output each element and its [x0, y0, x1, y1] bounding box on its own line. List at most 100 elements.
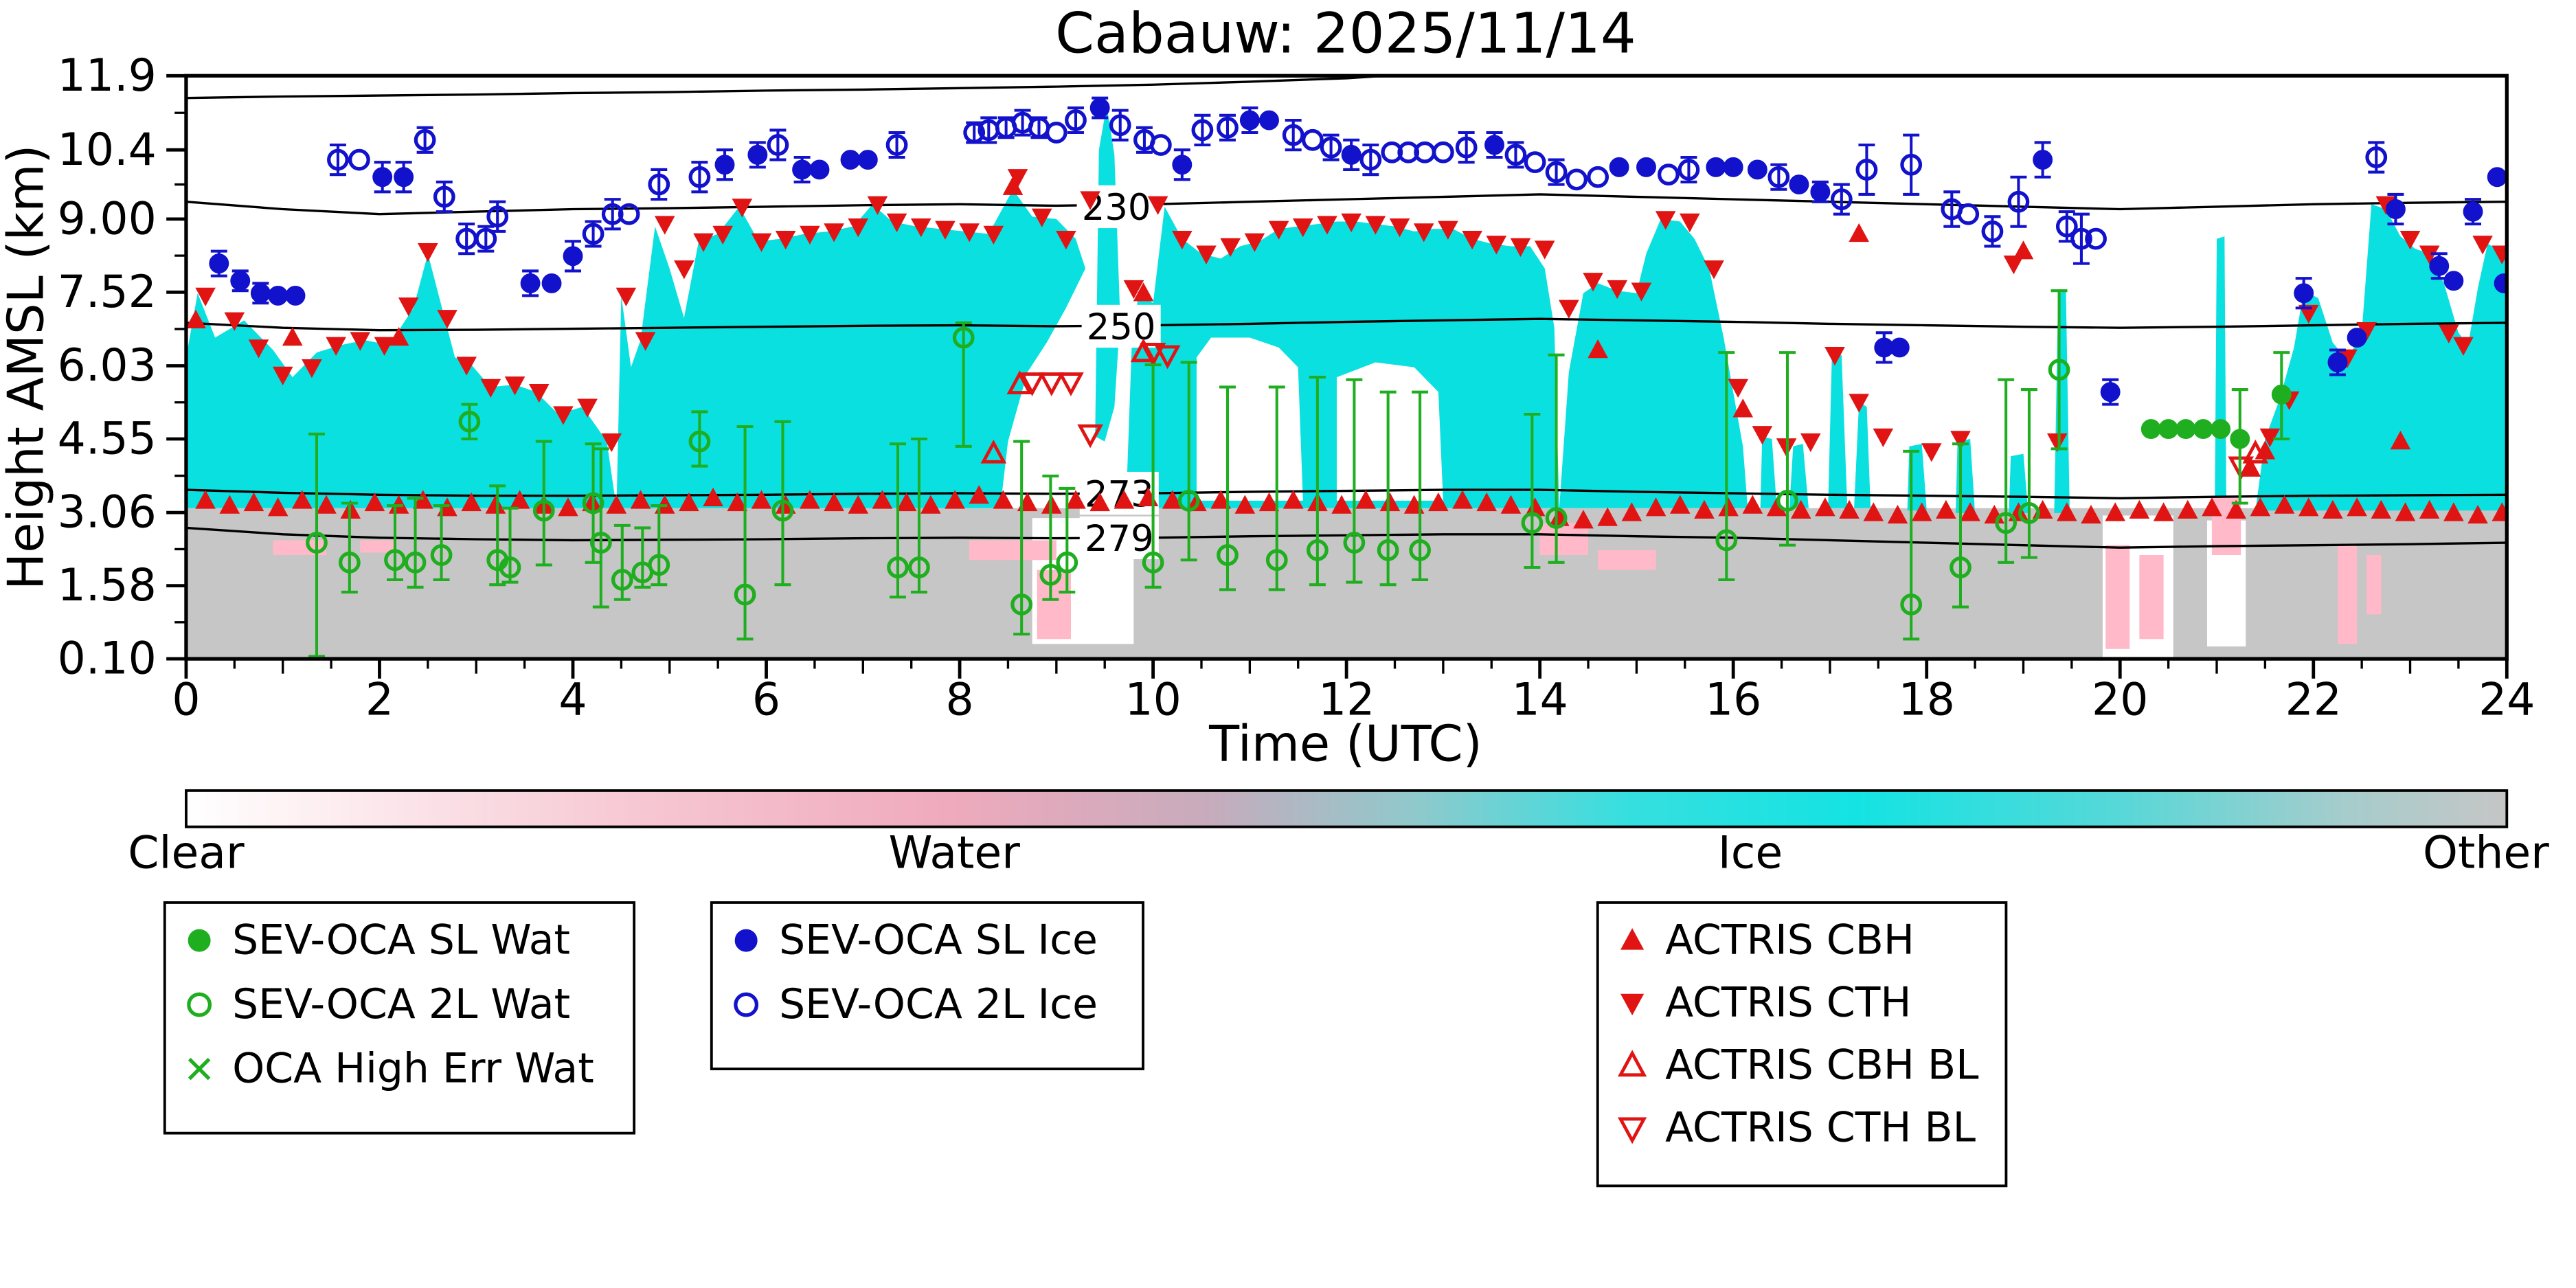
- region-water: [1539, 523, 1589, 556]
- sev-oca-sl-wat-point: [2140, 419, 2161, 440]
- colorbar-label-other: Other: [2423, 828, 2549, 879]
- sev-oca-2l-wat-point: [2048, 359, 2070, 381]
- actris-cbh-point: [195, 490, 216, 509]
- actris-cth-point: [1196, 245, 1217, 264]
- x-tick-label: 4: [558, 675, 587, 726]
- actris-cth-point: [800, 225, 820, 245]
- sev-oca-sl-ice-point: [1723, 157, 1743, 177]
- sev-oca-2l-wat-point: [688, 430, 711, 453]
- region-ice: [2054, 291, 2070, 513]
- series-sev-oca-2l-ice: [327, 106, 2388, 265]
- sev-oca-2l-ice-point: [2070, 227, 2092, 250]
- actris-cbh-point: [1597, 507, 1618, 526]
- sev-oca-sl-ice-point: [394, 167, 414, 188]
- actris-cbh-point: [1114, 490, 1135, 509]
- actris-cbh-point: [2226, 499, 2246, 519]
- actris-cbh-point: [2081, 504, 2101, 524]
- sev-oca-sl-ice-point: [209, 253, 229, 274]
- axis-ticks: 0 2 4 6 8 10 12 14 16 18 20 22 2411.910.49.007.526.0…: [58, 50, 2535, 726]
- actris-cbh-point: [896, 492, 917, 512]
- actris-cth-point: [1655, 211, 1676, 230]
- actris-cth-point: [2492, 245, 2507, 264]
- actris-cbh-point: [1887, 504, 1908, 524]
- legend-item-2l-wat: SEV-OCA 2L Wat: [232, 980, 570, 1028]
- sev-oca-sl-ice-point: [520, 273, 541, 293]
- actris-cth-point: [272, 366, 293, 386]
- legend-ice-products: SEV-OCA SL Ice SEV-OCA 2L Ice: [710, 901, 1144, 1071]
- sev-oca-2l-ice-point: [963, 122, 986, 144]
- actris-cth-point: [2453, 337, 2474, 356]
- actris-cbh-point: [1815, 497, 1835, 517]
- actris-cth-point: [398, 297, 419, 317]
- actris-cth-point: [2472, 236, 2493, 255]
- sev-oca-2l-ice-point: [1432, 141, 1454, 163]
- sev-oca-sl-wat-point: [2158, 419, 2179, 440]
- actris-cth-point: [693, 233, 714, 252]
- contour-label-279: 279: [1085, 518, 1154, 560]
- contour-line-273: [185, 488, 2507, 499]
- actris-cbh-point: [1766, 497, 1787, 517]
- sev-oca-2l-ice-point: [1359, 148, 1382, 171]
- actris-cth-point: [480, 379, 501, 398]
- sev-oca-2l-ice-point: [2007, 190, 2030, 213]
- actris-cth-point: [1704, 260, 1724, 280]
- actris-cbh-point: [1645, 497, 1667, 517]
- sev-oca-2l-ice-point: [1957, 203, 1980, 225]
- sev-oca-2l-wat-point: [734, 583, 756, 606]
- x-tick-label: 2: [365, 675, 394, 726]
- actris-cth-point: [1849, 394, 1869, 413]
- actris-cbh-point: [219, 495, 240, 514]
- sev-oca-sl-ice-point: [541, 273, 562, 293]
- sev-oca-2l-ice-point: [1657, 163, 1680, 186]
- actris-cbh-point: [2390, 430, 2411, 450]
- actris-cth-point: [1317, 216, 1337, 235]
- actris-cbh-point: [703, 487, 723, 506]
- actris-cbh-point: [848, 495, 869, 514]
- actris-cbh-point: [1210, 490, 1231, 509]
- actris-cbh-point: [1428, 492, 1449, 512]
- actris-cth-point: [824, 223, 844, 242]
- sev-oca-2l-wat-point: [1343, 532, 1366, 554]
- sev-oca-sl-ice-point: [1484, 135, 1504, 155]
- actris-cth-point: [1147, 196, 1168, 215]
- region-water: [1598, 550, 1656, 570]
- region-ice: [1559, 218, 1748, 508]
- region-ice: [1854, 402, 1871, 508]
- actris-cth-point: [635, 332, 656, 351]
- sev-oca-2l-ice-point: [1524, 151, 1546, 174]
- actris-cbh-point: [316, 495, 337, 514]
- sev-oca-sl-ice-point: [2033, 150, 2053, 170]
- contour-label-bg: [1081, 304, 1161, 348]
- sev-oca-2l-ice-point: [767, 134, 789, 156]
- x-tick-label: 10: [1125, 675, 1181, 726]
- actris-cth-point: [1559, 300, 1579, 319]
- actris-cth-point: [248, 339, 269, 359]
- actris-cbh-point: [630, 490, 651, 509]
- actris-cbh-point: [2274, 495, 2295, 514]
- region-ice: [1828, 354, 1848, 508]
- legend-actris-products: ACTRIS CBH ACTRIS CTH ACTRIS CBH BL ACTR…: [1596, 901, 2008, 1188]
- actris-cbh-point: [679, 492, 699, 512]
- y-axis-label: Height AMSL (km): [0, 145, 54, 590]
- sev-oca-2l-ice-point: [2365, 146, 2388, 168]
- actris-cth-point: [418, 242, 438, 262]
- sev-oca-sl-ice-point: [2385, 199, 2406, 219]
- plot-border: [184, 74, 2509, 661]
- actris-cbh-marker-icon: [1620, 928, 1645, 950]
- actris-cbh-point: [2057, 502, 2077, 521]
- actris-cth-point: [1389, 218, 1410, 238]
- sev-oca-2l-wat-point: [499, 556, 521, 578]
- actris-cth-point: [1607, 280, 1628, 300]
- actris-cth-point: [654, 216, 675, 235]
- actris-cth-point: [2356, 322, 2377, 341]
- actris-cbh-point: [1379, 492, 1401, 512]
- colorbar-label-clear: Clear: [128, 828, 245, 879]
- sev-oca-sl-wat-point: [2176, 419, 2196, 440]
- sev-oca-sl-ice-point: [840, 150, 861, 170]
- sev-oca-2l-wat-point: [1900, 594, 1923, 615]
- sev-oca-sl-wat-point: [2230, 429, 2250, 449]
- actris-cth-point: [374, 337, 395, 356]
- sev-oca-sl-ice-point: [2327, 352, 2348, 372]
- actris-cth-point: [2298, 304, 2319, 324]
- sev-oca-2l-wat-point: [1142, 551, 1164, 574]
